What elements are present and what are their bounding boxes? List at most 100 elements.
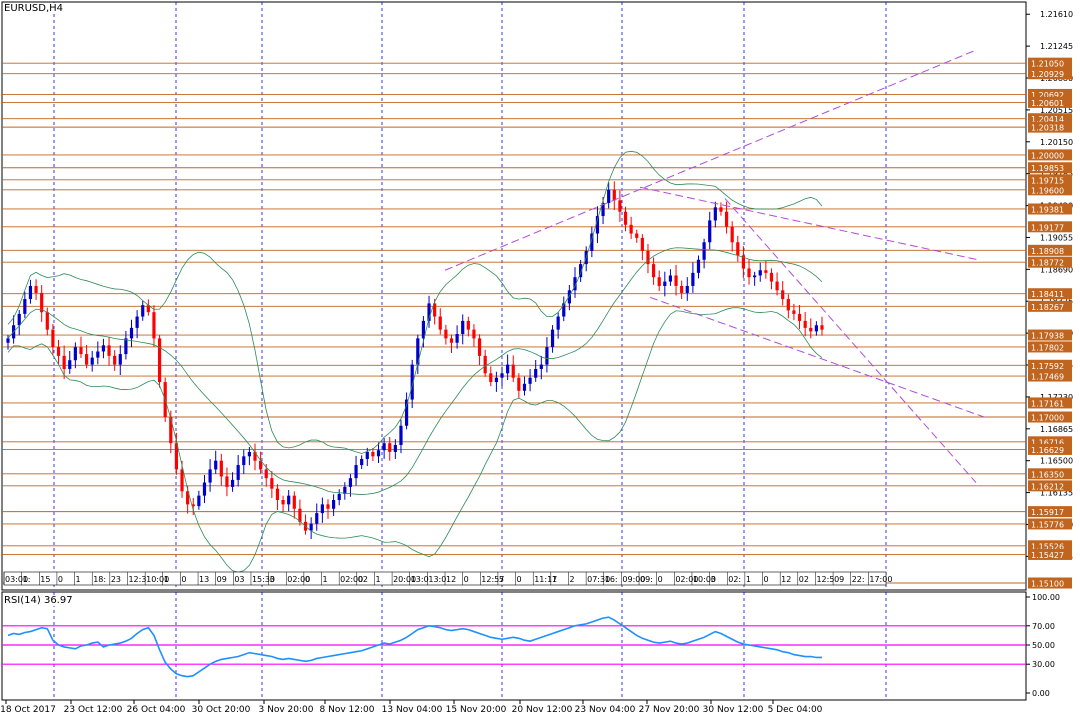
candle-body-12 [73,347,77,361]
candle-body-8 [51,329,55,348]
candle-body-40 [230,479,235,487]
candle-body-52 [298,508,302,522]
candle-body-76 [433,303,437,317]
time-strip-label-42: 1 [746,575,751,584]
x-axis-label-8: 20 Nov 12:00 [512,705,573,715]
level-label-box-1 [1028,68,1072,80]
candle-body-140 [792,310,796,314]
price-tick-label-0: 1.21610 [1040,10,1073,19]
candle-body-61 [348,478,353,487]
level-label-box-23 [1028,443,1072,455]
candle-body-95 [539,364,543,369]
candle-body-39 [225,476,229,487]
candle-body-65 [371,451,375,457]
time-strip-label-0: 03:00 [5,575,28,584]
x-axis-label-1: 23 Oct 12:00 [64,705,123,715]
candle-body-68 [388,443,392,452]
candle-body-3 [23,299,27,314]
candle-body-56 [320,504,324,514]
candle-body-145 [820,325,824,330]
x-axis-label-0: 18 Oct 2017 [0,705,56,715]
candle-body-88 [500,373,504,378]
trendline-1 [639,186,979,261]
candle-body-112 [635,233,639,238]
candle-body-139 [786,299,790,311]
level-label-box-14 [1028,288,1072,300]
candle-body-97 [550,329,555,348]
candle-body-57 [326,504,330,509]
candle-body-22 [129,327,134,339]
x-axis-label-10: 27 Nov 20:00 [639,705,700,715]
time-strip-label-47: 09 [834,575,844,584]
time-strip-label-20: 02 [358,575,368,584]
candle-body-50 [287,495,291,505]
candle-body-104 [590,233,594,252]
candle-body-86 [489,373,493,383]
level-label-4: 1.20414 [1031,115,1064,124]
level-label-box-19 [1028,370,1072,382]
candle-body-55 [315,513,319,524]
level-label-box-18 [1028,359,1072,371]
x-axis-label-4: 3 Nov 20:00 [259,705,314,715]
symbol-label: EURUSD,H4 [4,3,64,14]
price-tick-label-1: 1.21245 [1040,42,1073,51]
level-label-1: 1.20929 [1031,70,1064,79]
level-label-box-9 [1028,184,1072,196]
candle-body-128 [724,211,729,227]
level-label-box-20 [1028,397,1072,409]
candle-body-81 [461,320,465,335]
candle-body-116 [657,277,661,286]
candle-body-26 [152,312,156,339]
candle-body-9 [56,347,61,356]
candle-body-100 [567,290,571,304]
time-strip-label-26: 0 [464,575,469,584]
rsi-line [7,616,822,678]
level-label-box-10 [1028,203,1072,215]
time-strip-label-5: 18: [93,575,106,584]
time-strip-label-30: 11:17 [534,575,557,584]
level-label-box-27 [1028,518,1072,530]
level-label-15: 1.18267 [1031,303,1064,312]
level-label-3: 1.20601 [1031,99,1064,108]
time-strip-label-12: 09 [217,575,227,584]
rsi-tick-label-2: 50.00 [1032,641,1055,650]
candle-body-29 [169,417,173,444]
candle-body-144 [814,325,818,332]
candle-body-4 [28,285,33,300]
candle-body-105 [595,216,600,234]
time-strip-label-17: 0 [305,575,310,584]
time-strip-label-28: 5 [499,575,504,584]
level-label-box-4 [1028,113,1072,125]
candle-body-111 [629,224,633,234]
time-strip-label-4: 1 [76,575,81,584]
candle-body-14 [84,354,89,365]
candle-body-43 [247,451,251,457]
candle-body-27 [157,338,162,383]
candle-body-16 [96,351,100,358]
bollinger-upper [7,150,823,454]
candle-body-38 [219,460,223,477]
time-strip-label-25: 12 [446,575,456,584]
candle-body-30 [174,443,179,470]
level-label-box-6 [1028,149,1072,161]
time-strip-label-24: 13:0 [428,575,446,584]
level-label-box-30 [1028,577,1072,589]
level-label-22: 1.16716 [1031,438,1064,447]
level-label-box-11 [1028,221,1072,233]
level-label-box-28 [1028,540,1072,552]
time-strip-label-36: 09: [640,575,653,584]
candle-body-142 [803,320,807,328]
level-label-29: 1.15427 [1031,551,1064,560]
x-axis-label-7: 15 Nov 20:00 [446,705,507,715]
candle-body-85 [483,355,487,374]
candle-body-19 [113,355,117,365]
candle-body-32 [186,491,190,505]
time-strip-label-10: 0 [181,575,186,584]
level-label-9: 1.19600 [1031,186,1064,195]
candle-body-89 [506,364,510,374]
main-plot-frame [1,1,1027,591]
candle-body-84 [477,338,482,356]
x-axis-label-9: 23 Nov 04:00 [575,705,636,715]
